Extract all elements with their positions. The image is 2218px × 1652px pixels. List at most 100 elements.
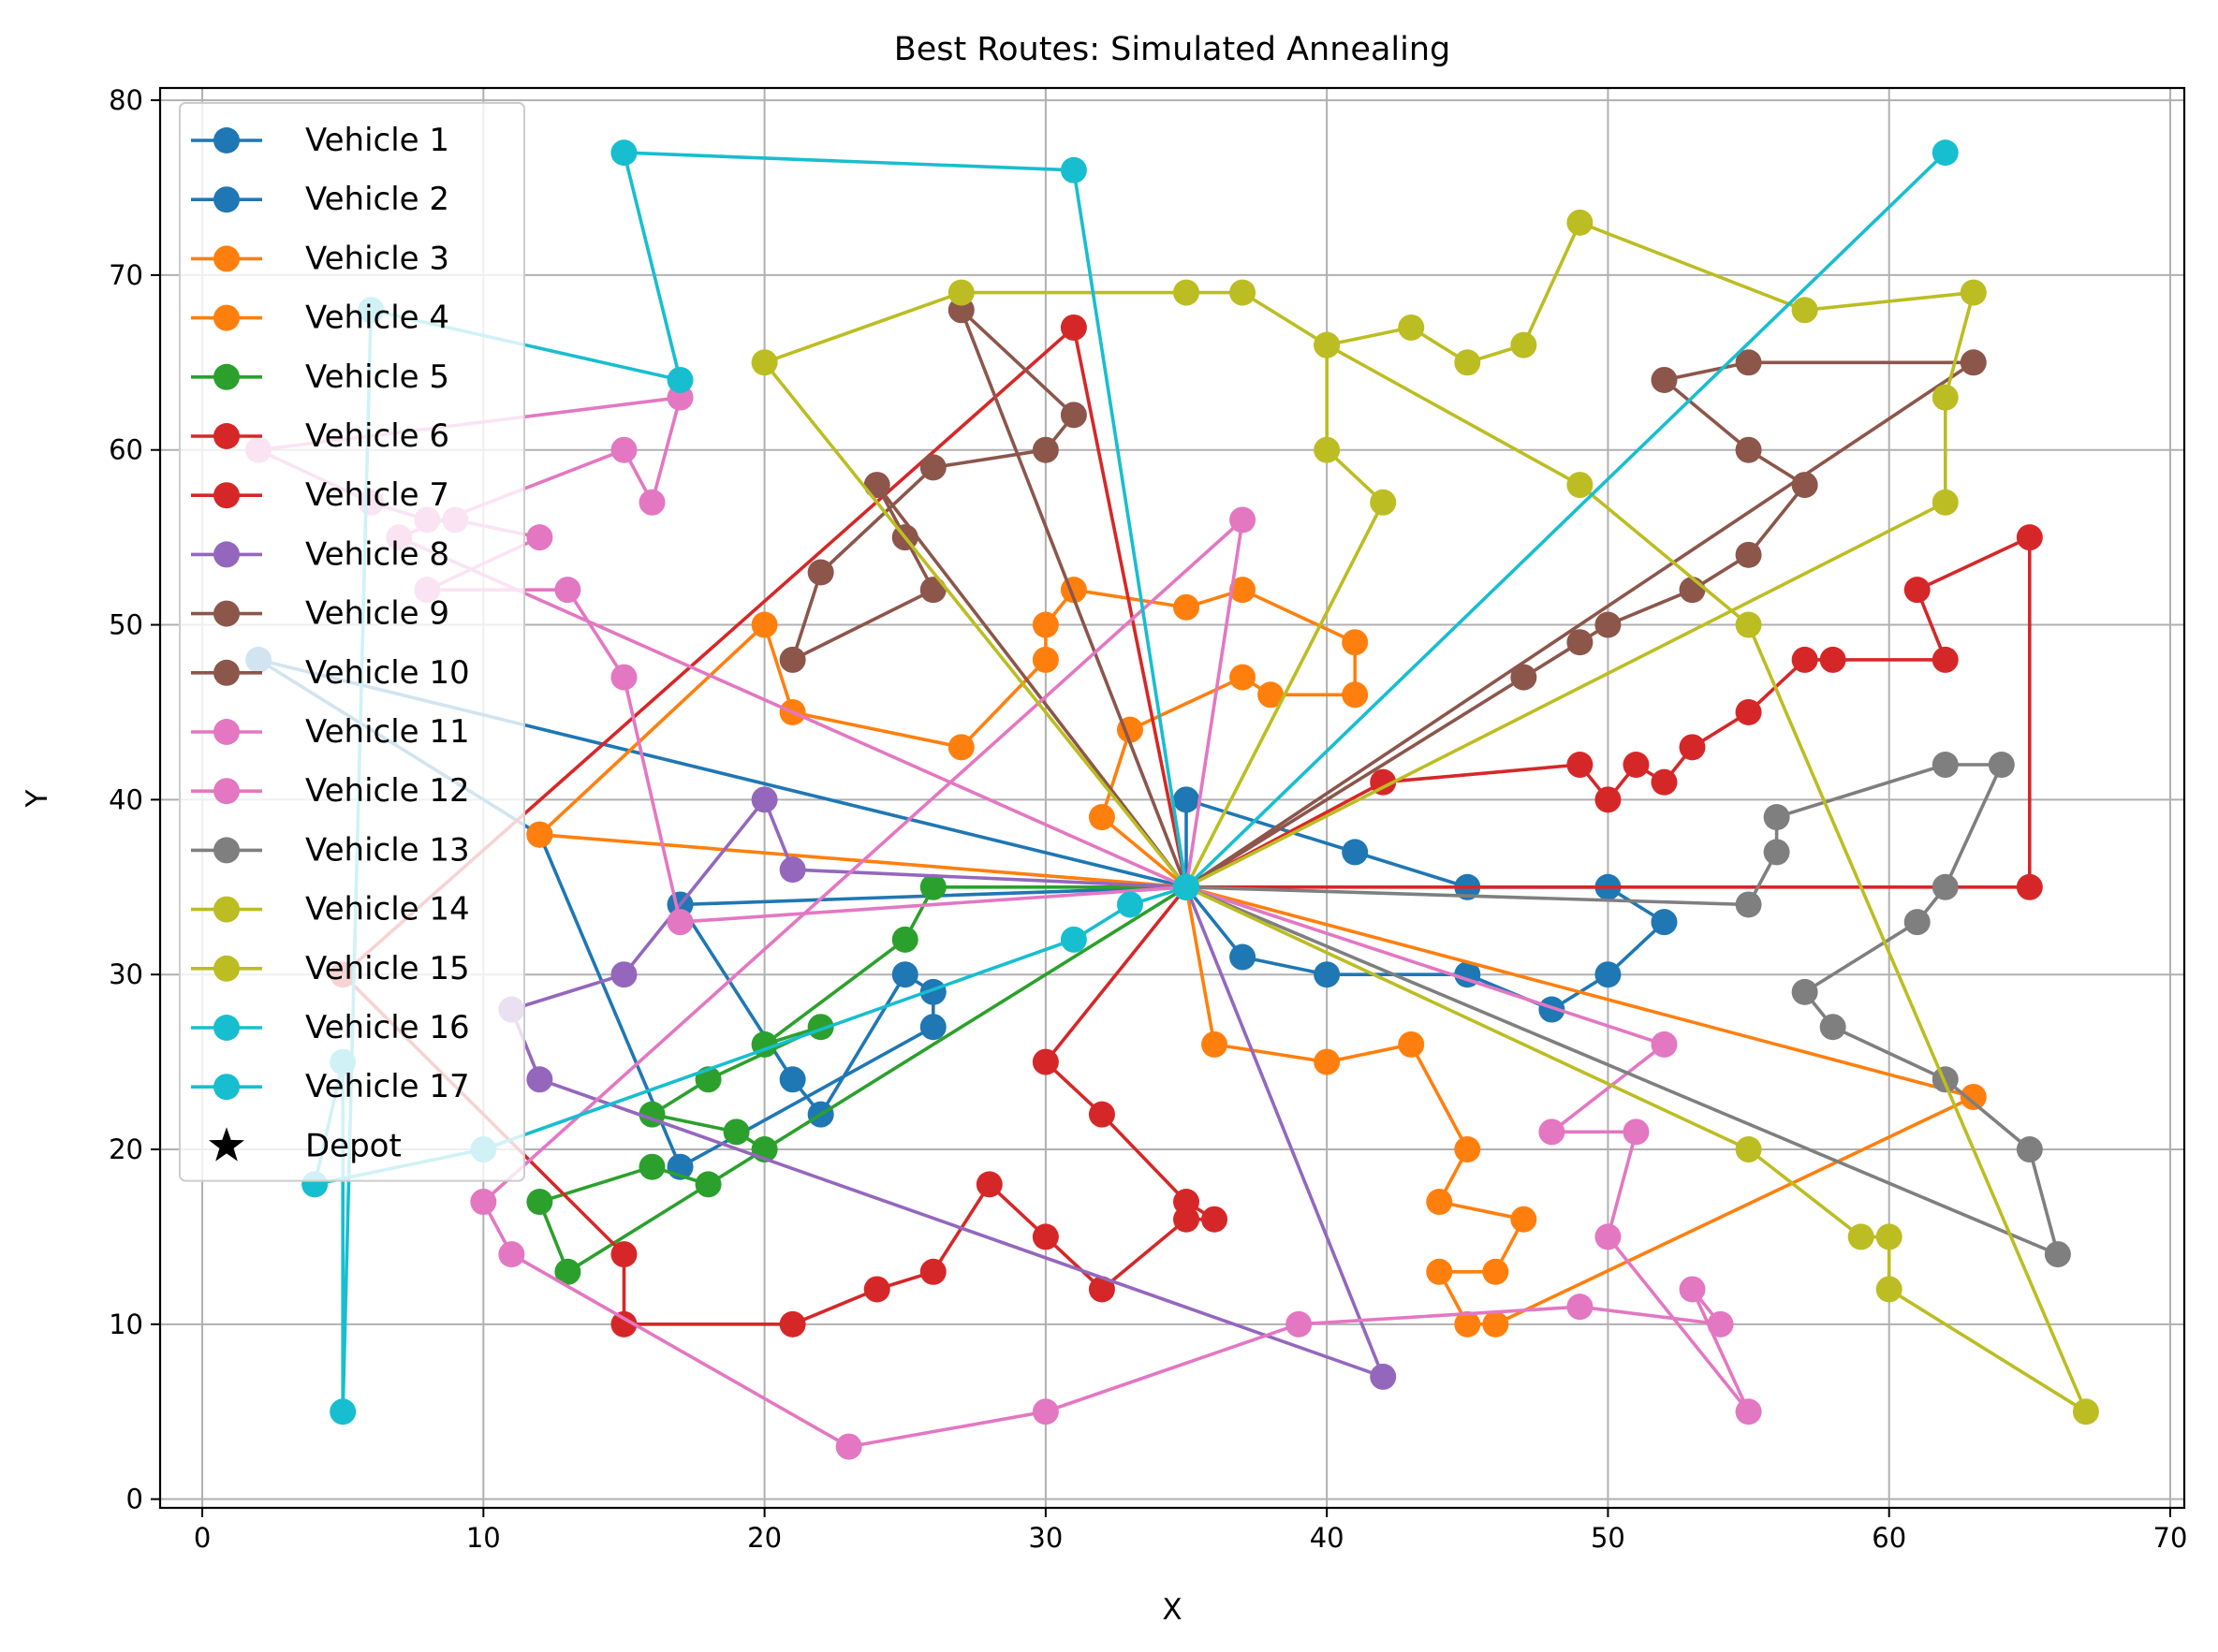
x-tick-label: 50 <box>1591 1522 1625 1554</box>
y-tick-label: 80 <box>109 84 143 116</box>
route-point <box>639 489 666 516</box>
legend-swatch-marker <box>213 482 240 509</box>
chart-title: Best Routes: Simulated Annealing <box>894 31 1451 68</box>
route-line <box>537 884 1187 1274</box>
route-point <box>1370 1363 1397 1390</box>
legend-item-vehicle-6: Vehicle 6 <box>191 417 449 455</box>
route-point <box>1538 996 1565 1023</box>
route-point <box>1482 1310 1509 1338</box>
route-vehicle-3 <box>1173 873 1987 1338</box>
route-point <box>1932 1066 1959 1093</box>
y-tick-label: 0 <box>126 1484 143 1515</box>
route-point <box>1735 891 1762 918</box>
route-point <box>1229 279 1256 306</box>
legend-label: Vehicle 10 <box>305 654 470 692</box>
route-point <box>1116 891 1143 918</box>
route-point <box>330 1398 357 1425</box>
route-point <box>751 786 778 813</box>
route-point <box>1229 664 1256 691</box>
route-point <box>1594 611 1622 638</box>
route-point <box>1229 943 1256 971</box>
route-point <box>1903 909 1931 936</box>
route-point <box>1088 1101 1115 1128</box>
legend-item-vehicle-2: Vehicle 2 <box>191 181 449 218</box>
legend-swatch-marker <box>213 719 240 745</box>
route-point <box>1229 506 1256 534</box>
legend-swatch-marker <box>213 423 240 449</box>
route-point <box>751 611 778 638</box>
route-point <box>1566 472 1594 499</box>
y-tick-label: 60 <box>109 434 143 466</box>
legend-item-vehicle-5: Vehicle 5 <box>191 358 449 396</box>
legend-item-vehicle-9: Vehicle 9 <box>191 595 449 633</box>
legend-item-vehicle-13: Vehicle 13 <box>191 831 470 869</box>
route-point <box>1847 1223 1874 1250</box>
route-vehicle-13 <box>1173 752 2071 1268</box>
route-point <box>1060 314 1087 341</box>
route-point <box>891 961 918 988</box>
legend-label: Vehicle 13 <box>305 831 470 869</box>
route-point <box>1566 209 1594 236</box>
route-point <box>1651 909 1678 936</box>
route-point <box>1791 978 1818 1005</box>
route-point <box>1032 646 1059 673</box>
route-point <box>554 577 581 604</box>
legend-label: Vehicle 1 <box>305 122 449 159</box>
route-point <box>1314 436 1341 463</box>
route-point <box>835 1433 862 1460</box>
route-point <box>779 1066 806 1093</box>
route-point <box>919 1258 947 1285</box>
y-tick-label: 10 <box>109 1308 143 1340</box>
route-point <box>1932 139 1959 167</box>
route-point <box>863 1276 890 1303</box>
route-point <box>1791 646 1818 673</box>
route-point <box>610 961 638 988</box>
route-point <box>1342 629 1369 656</box>
legend-swatch-marker <box>213 1074 240 1101</box>
legend-swatch-marker <box>213 304 240 331</box>
depot-marker <box>1173 873 1200 900</box>
route-point <box>1735 611 1762 638</box>
route-point <box>1229 577 1256 604</box>
legend-swatch-marker <box>213 186 240 213</box>
legend: Vehicle 1 Vehicle 2 Vehicle 3 Vehicle 4 Vehi… <box>179 102 525 1182</box>
legend-label: Vehicle 11 <box>305 713 470 751</box>
legend-label: Vehicle 5 <box>305 358 449 396</box>
route-point <box>723 1118 750 1146</box>
y-tick-label: 30 <box>109 958 143 990</box>
route-line <box>1184 797 1667 1012</box>
route-point <box>526 1066 553 1093</box>
legend-swatch-marker <box>213 837 240 864</box>
route-point <box>1623 1118 1650 1146</box>
route-point <box>1735 698 1762 725</box>
route-point <box>1875 1223 1902 1250</box>
x-tick-label: 10 <box>466 1522 501 1554</box>
route-point <box>1032 1048 1059 1075</box>
route-point <box>1173 1189 1200 1216</box>
route-point <box>1032 1223 1059 1250</box>
route-point <box>1398 314 1425 341</box>
x-tick-label: 60 <box>1872 1522 1906 1554</box>
route-point <box>1594 961 1622 988</box>
route-point <box>1566 629 1594 656</box>
route-point <box>526 821 553 848</box>
route-point <box>1735 349 1762 376</box>
route-point <box>1819 646 1846 673</box>
legend-label: Vehicle 16 <box>305 1009 470 1046</box>
route-point <box>1875 1276 1902 1303</box>
route-point <box>2072 1398 2099 1425</box>
route-point <box>751 349 778 376</box>
route-point <box>526 524 553 551</box>
legend-swatch-marker <box>213 363 240 390</box>
route-point <box>1032 436 1059 463</box>
x-tick-label: 0 <box>194 1522 211 1554</box>
y-tick-label: 70 <box>109 259 143 291</box>
route-point <box>1763 839 1790 866</box>
route-point <box>610 139 638 167</box>
x-tick-label: 30 <box>1028 1522 1063 1554</box>
legend-item-vehicle-8: Vehicle 8 <box>191 535 449 573</box>
route-point <box>1454 349 1481 376</box>
route-point <box>2016 1136 2043 1163</box>
legend-swatch-marker <box>213 778 240 805</box>
route-point <box>891 926 918 953</box>
